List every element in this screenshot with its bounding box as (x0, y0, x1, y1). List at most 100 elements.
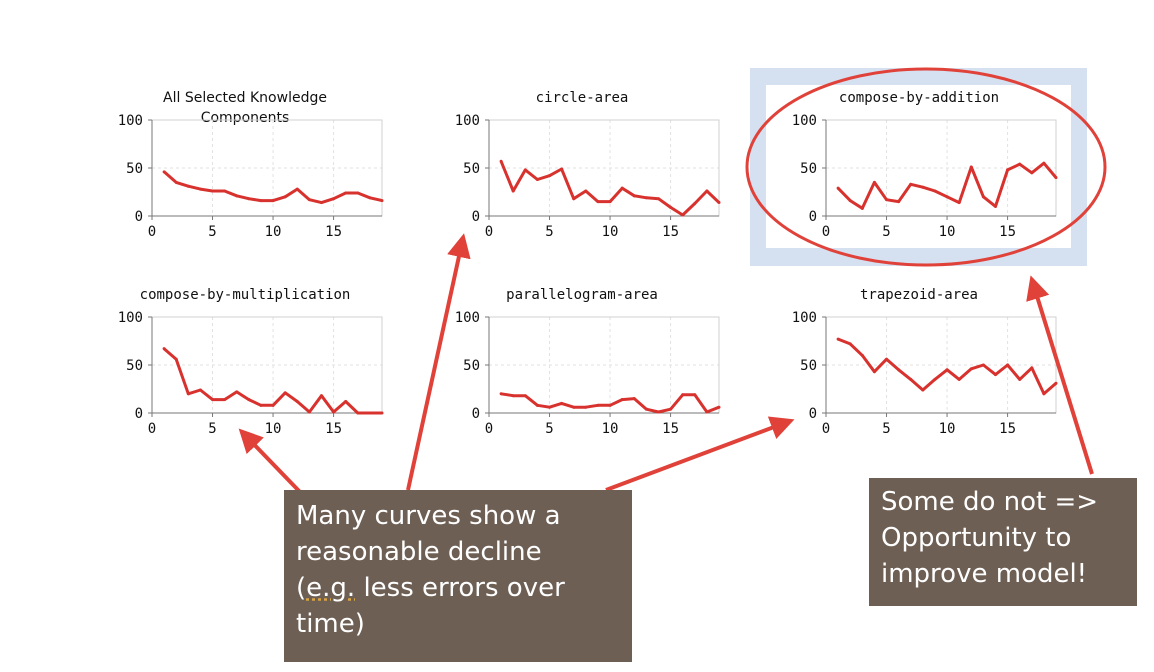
data-point (632, 194, 636, 198)
callout-text: less errors over (355, 573, 565, 603)
data-point (981, 363, 985, 367)
x-tick-label: 0 (485, 421, 493, 437)
data-point (681, 213, 685, 217)
data-point (174, 180, 178, 184)
data-point (933, 377, 937, 381)
data-point (885, 357, 889, 361)
chart-title-line: trapezoid-area (859, 287, 978, 303)
data-point (608, 200, 612, 204)
data-point (1018, 377, 1022, 381)
y-tick-label: 100 (118, 310, 143, 326)
data-point (669, 407, 673, 411)
data-point (548, 405, 552, 409)
data-point (957, 377, 961, 381)
data-point (644, 407, 648, 411)
data-point (897, 368, 901, 372)
y-tick-label: 0 (809, 209, 817, 225)
data-point (271, 199, 275, 203)
chart-plot: 0 5 10 15 0 50 100 (792, 113, 1058, 240)
data-point (380, 199, 384, 203)
x-tick-label: 15 (999, 224, 1016, 240)
data-point (717, 405, 721, 409)
data-point (499, 392, 503, 396)
chart-title: All Selected Knowledge Components (95, 88, 395, 128)
series-line (163, 347, 382, 415)
x-tick-label: 5 (208, 421, 216, 437)
data-point (993, 204, 997, 208)
data-point (945, 368, 949, 372)
chart-all-selected-knowledge-components: All Selected Knowledge Components 0 5 10 15… (95, 86, 395, 261)
data-point (356, 191, 360, 195)
data-point (162, 347, 166, 351)
data-point (247, 197, 251, 201)
data-point (1018, 162, 1022, 166)
chart-title-line: circle-area (535, 90, 629, 106)
data-point (344, 191, 348, 195)
x-tick-label: 15 (325, 421, 342, 437)
x-tick-label: 15 (662, 224, 679, 240)
callout-line: Some do not => (881, 487, 1099, 517)
data-point (596, 403, 600, 407)
data-point (235, 390, 239, 394)
data-point (368, 196, 372, 200)
data-point (848, 199, 852, 203)
y-tick-label: 0 (472, 406, 480, 422)
data-point (319, 201, 323, 205)
data-point (344, 399, 348, 403)
callout-line: (e.g. less errors over (296, 570, 620, 606)
data-point (259, 199, 263, 203)
data-point (1030, 366, 1034, 370)
data-point (1030, 171, 1034, 175)
data-point (283, 391, 287, 395)
data-point (271, 403, 275, 407)
data-point (897, 200, 901, 204)
data-point (656, 197, 660, 201)
chart-compose-by-addition: compose-by-addition 0 5 10 15 0 50 100 (769, 86, 1069, 261)
data-point (717, 201, 721, 205)
data-point (885, 198, 889, 202)
y-tick-label: 0 (809, 406, 817, 422)
chart-plot: 0 5 10 15 0 50 100 (455, 310, 721, 437)
callout-line: Opportunity to (881, 523, 1072, 553)
data-point (186, 184, 190, 188)
data-point (1042, 392, 1046, 396)
y-tick-label: 100 (118, 113, 143, 129)
data-point (681, 393, 685, 397)
data-point (560, 401, 564, 405)
callout-opportunity: Some do not => Opportunity to improve mo… (869, 478, 1137, 606)
x-tick-label: 0 (822, 224, 830, 240)
data-point (957, 201, 961, 205)
y-tick-label: 0 (135, 406, 143, 422)
callout-text: e.g. (306, 573, 356, 603)
data-point (511, 189, 515, 193)
x-tick-label: 10 (939, 224, 956, 240)
data-point (848, 342, 852, 346)
data-point (356, 411, 360, 415)
data-point (836, 186, 840, 190)
data-point (872, 180, 876, 184)
data-point (523, 168, 527, 172)
y-tick-label: 50 (126, 358, 143, 374)
y-tick-label: 0 (472, 209, 480, 225)
data-point (523, 394, 527, 398)
y-tick-label: 100 (792, 310, 817, 326)
data-point (921, 388, 925, 392)
data-point (705, 410, 709, 414)
data-point (981, 195, 985, 199)
chart-plot: 0 5 10 15 0 50 100 (792, 310, 1058, 437)
data-point (693, 393, 697, 397)
chart-circle-area: circle-area 0 5 10 15 0 50 100 (432, 86, 732, 261)
data-point (921, 185, 925, 189)
chart-title: circle-area (432, 88, 732, 108)
callout-line: improve model! (881, 559, 1088, 589)
data-point (307, 410, 311, 414)
data-point (705, 189, 709, 193)
data-point (656, 410, 660, 414)
chart-title-line: All Selected Knowledge (163, 90, 327, 106)
x-tick-label: 10 (265, 421, 282, 437)
callout-line: time) (296, 609, 365, 639)
data-point (235, 194, 239, 198)
x-tick-label: 10 (939, 421, 956, 437)
data-point (307, 198, 311, 202)
y-tick-label: 50 (463, 161, 480, 177)
